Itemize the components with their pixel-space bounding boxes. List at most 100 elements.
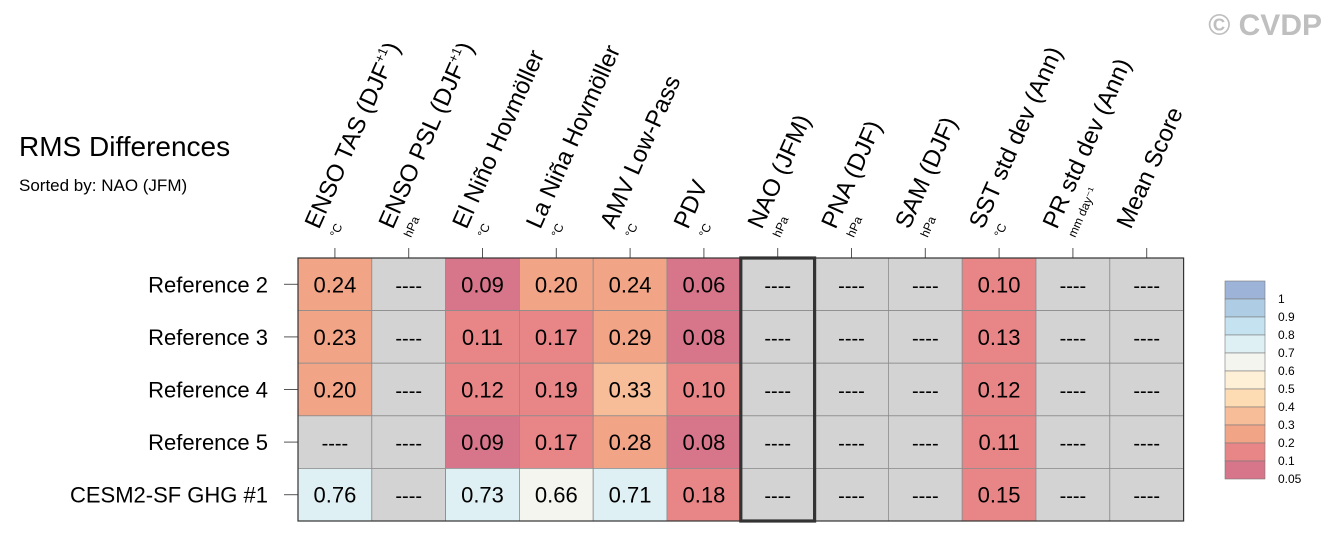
cell-value-label: 0.10 — [978, 272, 1021, 297]
colorbar-swatch — [1224, 334, 1266, 354]
heatmap-cell — [740, 310, 815, 364]
heatmap-cell — [592, 310, 668, 364]
heatmap-cell — [888, 467, 963, 522]
cell-value-label: 0.29 — [609, 325, 652, 350]
cell-missing-label: ---- — [838, 381, 865, 403]
colorbar-swatch — [1224, 460, 1266, 480]
heatmap-cell — [666, 257, 742, 311]
heatmap-cell — [519, 467, 594, 522]
colorbar-label: 0.5 — [1278, 382, 1295, 396]
heatmap-cell — [592, 257, 668, 311]
cell-missing-label: ---- — [1060, 486, 1087, 508]
column-headers: ENSO TAS (DJF+1)°C ENSO PSL (DJF+1)hPa El … — [300, 38, 1189, 258]
heatmap-cell — [888, 257, 963, 311]
cell-missing-label: ---- — [764, 433, 791, 455]
sorted-column-highlight — [739, 256, 817, 523]
cell-missing-label: ---- — [1133, 381, 1160, 403]
cell-missing-label: ---- — [838, 486, 865, 508]
colorbar-swatch — [1224, 388, 1266, 408]
colorbar-swatch — [1224, 406, 1266, 426]
cell-missing-label: ---- — [912, 381, 939, 403]
row-label: Reference 2 — [148, 272, 268, 297]
heatmap-cell — [666, 467, 742, 522]
heatmap-cell — [961, 362, 1037, 417]
cell-value-label: 0.33 — [609, 378, 652, 403]
cell-missing-label: ---- — [764, 328, 791, 350]
cell-value-label: 0.13 — [978, 325, 1021, 350]
heatmap-cell — [961, 257, 1037, 311]
cell-value-label: 0.12 — [978, 378, 1021, 403]
heatmap-cell — [1035, 467, 1111, 522]
heatmap-cell — [519, 310, 594, 364]
colorbar-label: 0.1 — [1278, 454, 1295, 468]
cell-missing-label: ---- — [322, 433, 349, 455]
colorbar-legend: 1 0.9 0.8 0.7 0.6 0.5 0.4 0.3 0.2 0.1 0.05 — [1224, 280, 1302, 486]
cell-value-label: 0.12 — [461, 378, 504, 403]
cell-value-label: 0.10 — [682, 378, 725, 403]
cell-value-label: 0.66 — [535, 483, 578, 508]
cell-missing-label: ---- — [395, 381, 422, 403]
heatmap-cell — [1109, 467, 1185, 522]
colorbar-label: 0.05 — [1278, 472, 1302, 486]
heatmap-cell — [888, 415, 963, 469]
column-unit-label: °C — [622, 221, 640, 239]
heatmap-cell — [666, 415, 742, 469]
heatmap-cell — [1035, 257, 1111, 311]
heatmap-cell — [445, 467, 520, 522]
cell-missing-label: ---- — [838, 328, 865, 350]
cell-value-label: 0.73 — [461, 483, 504, 508]
cell-missing-label: ---- — [1133, 275, 1160, 297]
cell-missing-label: ---- — [1060, 328, 1087, 350]
row-label: Reference 4 — [148, 378, 268, 403]
column-header: PDV°C — [669, 176, 715, 239]
column-header-label: Mean Score — [1112, 103, 1189, 232]
heatmap-cell — [371, 257, 446, 311]
row-labels: Reference 2 Reference 3 Reference 4 Referen… — [70, 272, 298, 508]
cell-missing-label: ---- — [838, 433, 865, 455]
colorbar-swatch — [1224, 316, 1266, 336]
colorbar-label: 0.4 — [1278, 400, 1295, 414]
heatmap-cell — [1109, 362, 1185, 417]
cell-value-label: 0.17 — [535, 325, 578, 350]
heatmap-cell — [666, 310, 742, 364]
column-unit-label: °C — [991, 221, 1009, 239]
heatmap-cell — [1035, 362, 1111, 417]
cell-missing-label: ---- — [838, 275, 865, 297]
heatmap-cell — [814, 310, 889, 364]
row-label: Reference 5 — [148, 430, 268, 455]
cell-value-label: 0.08 — [682, 430, 725, 455]
colorbar-label: 0.2 — [1278, 436, 1295, 450]
cell-missing-label: ---- — [764, 381, 791, 403]
column-header-label: AMV Low-Pass — [595, 72, 686, 233]
colorbar-swatch — [1224, 424, 1266, 444]
column-unit-label: °C — [696, 221, 714, 239]
cell-missing-label: ---- — [1060, 275, 1087, 297]
heatmap-cell — [592, 415, 668, 469]
chart-subtitle: Sorted by: NAO (JFM) — [19, 176, 187, 195]
colorbar-swatch — [1224, 280, 1266, 300]
cell-missing-label: ---- — [395, 275, 422, 297]
colorbar-swatch — [1224, 370, 1266, 390]
cell-missing-label: ---- — [395, 433, 422, 455]
cell-value-label: 0.08 — [682, 325, 725, 350]
chart-title: RMS Differences — [19, 131, 230, 162]
colorbar-label: 0.6 — [1278, 364, 1295, 378]
column-header: Mean Score — [1112, 103, 1189, 232]
heatmap-grid: 0.24 ---- 0.09 0.20 0.24 0.06 ---- ---- ---- 0.10… — [297, 256, 1185, 523]
row-label: Reference 3 — [148, 325, 268, 350]
cell-missing-label: ---- — [1060, 433, 1087, 455]
cell-value-label: 0.17 — [535, 430, 578, 455]
cell-value-label: 0.71 — [609, 483, 652, 508]
colorbar-label: 0.8 — [1278, 328, 1295, 342]
cell-value-label: 0.15 — [978, 483, 1021, 508]
heatmap-cell — [445, 415, 520, 469]
heatmap-cell — [961, 467, 1037, 522]
cell-value-label: 0.20 — [535, 272, 578, 297]
cell-missing-label: ---- — [1060, 381, 1087, 403]
heatmap-cell — [297, 310, 373, 364]
cell-value-label: 0.11 — [462, 325, 503, 350]
colorbar-label: 1 — [1278, 292, 1285, 306]
column-unit-label: °C — [327, 221, 345, 239]
cell-value-label: 0.28 — [609, 430, 652, 455]
